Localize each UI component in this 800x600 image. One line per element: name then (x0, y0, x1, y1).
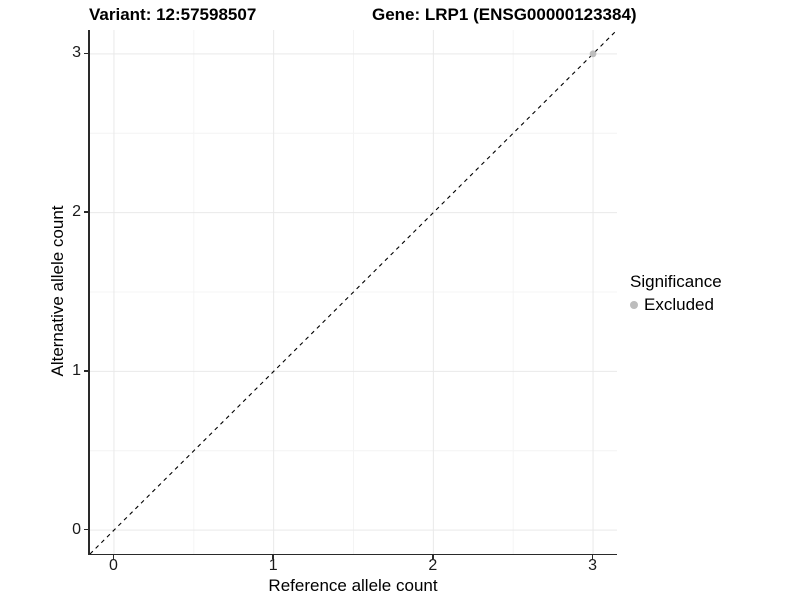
plot-panel (89, 29, 617, 554)
identity-reference-line (89, 29, 617, 554)
data-point-excluded (589, 49, 596, 57)
y-axis-title: Alternative allele count (48, 205, 67, 377)
x-tick-label: 2 (428, 557, 438, 574)
variant-title: Variant: 12:57598507 (89, 5, 257, 24)
x-tick-mark (432, 554, 434, 559)
x-tick-mark (591, 554, 594, 559)
legend-item-label: Excluded (644, 295, 714, 314)
plot-canvas-svg (89, 29, 617, 554)
x-tick-label: 0 (109, 557, 118, 574)
y-tick-mark (84, 52, 89, 55)
y-axis-line (88, 29, 90, 555)
legend-item: Excluded (630, 295, 722, 315)
x-axis-title: Reference allele count (268, 576, 438, 595)
y-tick-label: 0 (72, 520, 81, 538)
x-tick-label: 3 (588, 557, 597, 574)
gene-title: Gene: LRP1 (ENSG00000123384) (372, 5, 637, 24)
x-axis-line (88, 553, 617, 555)
y-tick-mark (84, 370, 89, 372)
legend-items: Excluded (630, 295, 722, 315)
legend-title: Significance (630, 272, 722, 291)
y-tick-mark (84, 211, 89, 213)
y-tick-mark (84, 528, 89, 531)
y-tick-label: 2 (72, 203, 81, 221)
x-tick-label: 1 (268, 557, 278, 574)
legend-point-icon (630, 301, 638, 309)
y-tick-label: 3 (72, 44, 81, 62)
x-tick-mark (272, 554, 274, 559)
legend: Significance Excluded (630, 272, 722, 315)
x-tick-mark (112, 554, 115, 559)
y-tick-label: 1 (72, 361, 81, 379)
